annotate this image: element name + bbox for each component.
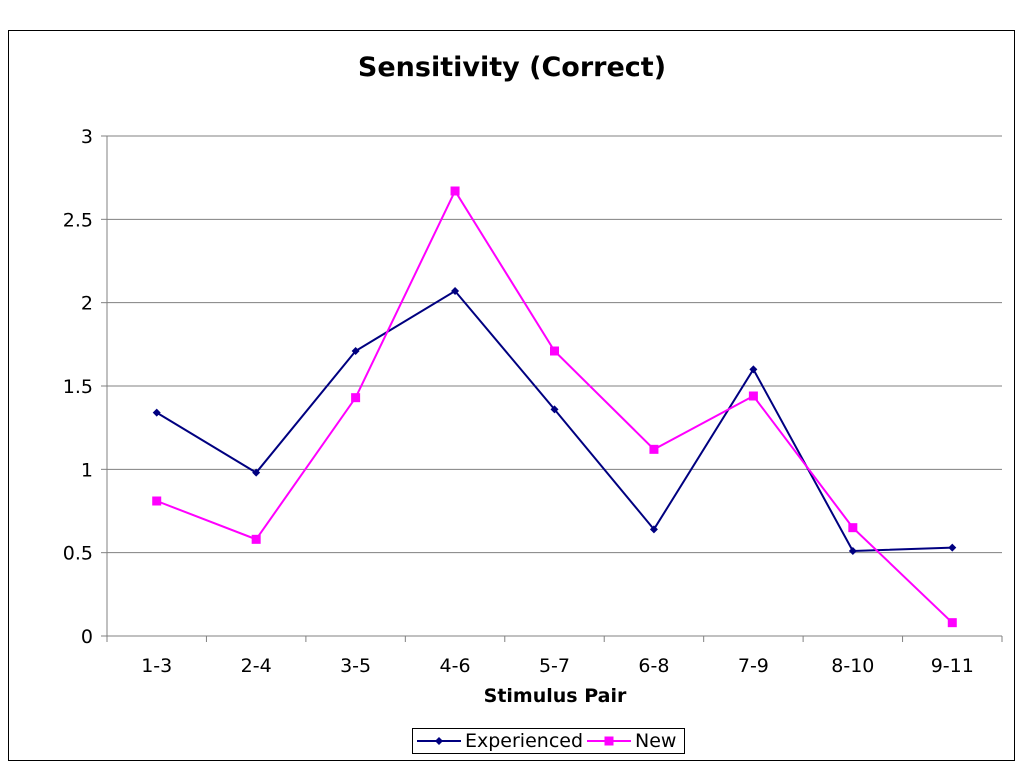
data-point-experienced bbox=[649, 525, 658, 534]
data-point-new bbox=[351, 393, 361, 403]
data-point-experienced bbox=[351, 347, 360, 355]
legend-swatch-new bbox=[587, 736, 632, 746]
x-tick-label: 1-3 bbox=[141, 655, 172, 677]
data-point-new bbox=[251, 534, 261, 544]
x-tick-label: 7-9 bbox=[738, 655, 769, 677]
legend-label-new: New bbox=[635, 730, 677, 752]
data-point-experienced bbox=[451, 287, 460, 295]
legend-label-experienced: Experienced bbox=[465, 730, 584, 752]
data-point-experienced bbox=[948, 543, 957, 552]
data-point-new bbox=[649, 444, 659, 454]
y-tick-label: 0.5 bbox=[63, 543, 93, 565]
data-point-new bbox=[450, 186, 460, 196]
chart-title: Sensitivity (Correct) bbox=[357, 52, 667, 83]
data-point-experienced bbox=[252, 468, 261, 477]
legend-swatch-experienced bbox=[417, 737, 461, 745]
x-tick-label: 3-5 bbox=[340, 655, 371, 677]
x-tick-label: 4-6 bbox=[440, 655, 471, 677]
data-point-new bbox=[748, 391, 758, 401]
y-tick-label: 0 bbox=[81, 626, 93, 648]
y-tick-label: 3 bbox=[81, 126, 93, 148]
x-tick-label: 8-10 bbox=[831, 655, 874, 677]
x-tick-label: 2-4 bbox=[241, 655, 272, 677]
data-point-experienced bbox=[550, 405, 559, 414]
data-point-new bbox=[550, 346, 559, 356]
y-tick-label: 2 bbox=[81, 293, 93, 315]
data-point-experienced bbox=[152, 408, 161, 417]
legend-item-experienced: Experienced bbox=[417, 730, 583, 752]
data-point-experienced bbox=[749, 365, 758, 374]
legend-item-new: New bbox=[587, 730, 676, 752]
x-axis-title: Stimulus Pair bbox=[484, 685, 627, 707]
x-tick-label: 6-8 bbox=[638, 655, 669, 677]
data-point-new bbox=[848, 523, 858, 533]
y-tick-label: 2.5 bbox=[63, 209, 93, 231]
x-tick-label: 9-11 bbox=[931, 655, 974, 677]
y-tick-label: 1.5 bbox=[63, 376, 93, 398]
data-point-new bbox=[947, 618, 957, 628]
legend: Experienced New bbox=[412, 728, 686, 754]
x-tick-label: 5-7 bbox=[539, 655, 570, 677]
chart-frame bbox=[8, 30, 1015, 761]
data-point-new bbox=[152, 496, 162, 506]
y-tick-label: 1 bbox=[81, 459, 93, 481]
data-point-experienced bbox=[848, 547, 857, 555]
